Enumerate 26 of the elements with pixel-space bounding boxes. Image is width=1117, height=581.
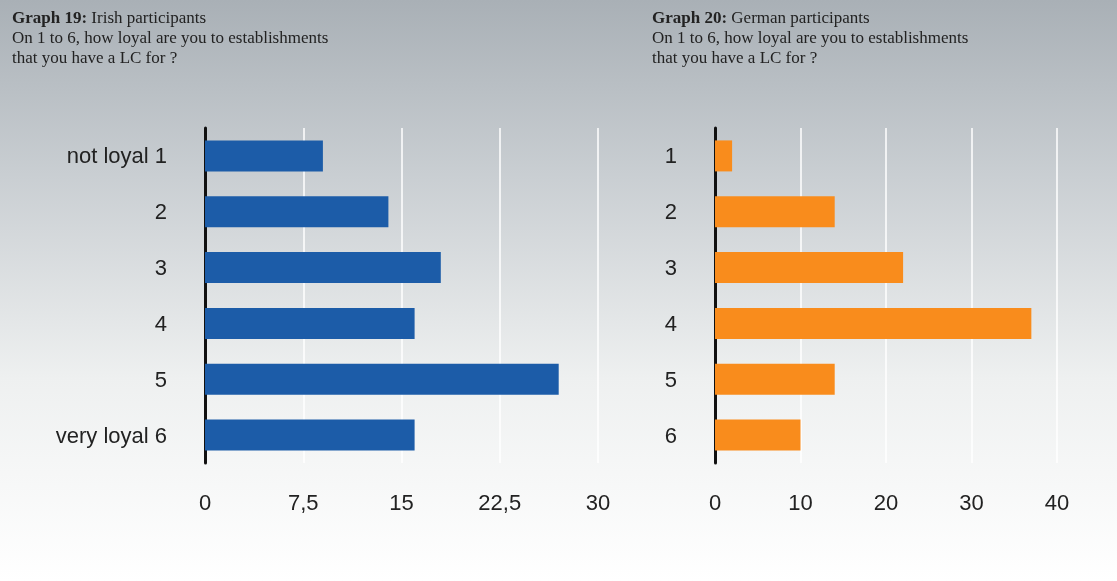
chart-subtitle: On 1 to 6, how loyal are you to establishments that you have a LC for ? [652, 28, 970, 68]
y-tick-label: 1 [664, 143, 677, 169]
x-tick-label: 22,5 [478, 489, 522, 515]
x-tick-label: 7,5 [287, 489, 319, 515]
y-tick-label: 5 [664, 366, 677, 392]
y-tick-label: 2 [664, 199, 677, 225]
chart-title: Graph 19: Irish participants [12, 8, 208, 28]
y-tick-label: 5 [154, 366, 167, 392]
x-tick-label: 20 [873, 489, 899, 515]
x-tick-label: 10 [788, 489, 813, 515]
y-tick-label: very loyal 6 [55, 422, 167, 448]
chart-subtitle: On 1 to 6, how loyal are you to establishments that you have a LC for ? [12, 28, 330, 68]
y-tick-label: 3 [154, 255, 167, 281]
chart-title: Graph 20: German participants [652, 8, 871, 28]
x-tick-label: 0 [708, 489, 722, 515]
y-tick-label: 4 [154, 310, 167, 336]
y-tick-label: 4 [664, 310, 677, 336]
y-tick-label: 2 [154, 199, 167, 225]
x-tick-label: 15 [389, 489, 414, 515]
y-tick-label: 6 [664, 422, 677, 448]
x-tick-label: 0 [198, 489, 212, 515]
x-tick-label: 30 [959, 489, 984, 515]
x-tick-label: 40 [1044, 489, 1070, 515]
y-tick-label: 3 [664, 255, 677, 281]
y-tick-label: not loyal 1 [66, 143, 167, 169]
x-tick-label: 30 [585, 489, 611, 515]
